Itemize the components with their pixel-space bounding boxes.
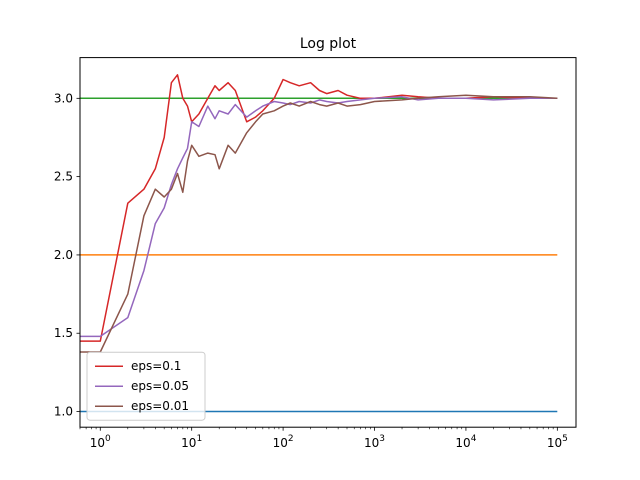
legend-label: eps=0.01 xyxy=(131,399,189,413)
x-tick-label: 100 xyxy=(90,434,111,450)
plot-frame xyxy=(79,57,577,428)
y-axis: 1.0 1.5 2.0 2.5 3.0 xyxy=(54,91,80,419)
x-axis: 100 101 102 103 104 105 xyxy=(79,427,568,450)
x-tick-label: 104 xyxy=(455,434,476,450)
y-tick-label: 2.5 xyxy=(54,170,73,184)
series-layer xyxy=(80,74,558,413)
series-line-3 xyxy=(80,74,558,342)
x-tick-label: 101 xyxy=(181,434,202,450)
y-tick-label: 3.0 xyxy=(54,91,73,105)
series-line-4 xyxy=(80,96,558,338)
y-tick-label: 1.5 xyxy=(54,326,73,340)
legend: eps=0.1 eps=0.05 eps=0.01 xyxy=(86,351,206,421)
x-tick-label: 105 xyxy=(547,434,568,450)
y-tick-label: 1.0 xyxy=(54,405,73,419)
x-tick-label: 102 xyxy=(273,434,294,450)
legend-label: eps=0.05 xyxy=(131,379,189,393)
x-tick-label: 103 xyxy=(364,434,385,450)
y-tick-label: 2.0 xyxy=(54,248,73,262)
chart-title: Log plot xyxy=(300,36,357,52)
legend-box xyxy=(86,351,206,421)
series-line-5 xyxy=(80,94,558,353)
legend-label: eps=0.1 xyxy=(131,359,181,373)
